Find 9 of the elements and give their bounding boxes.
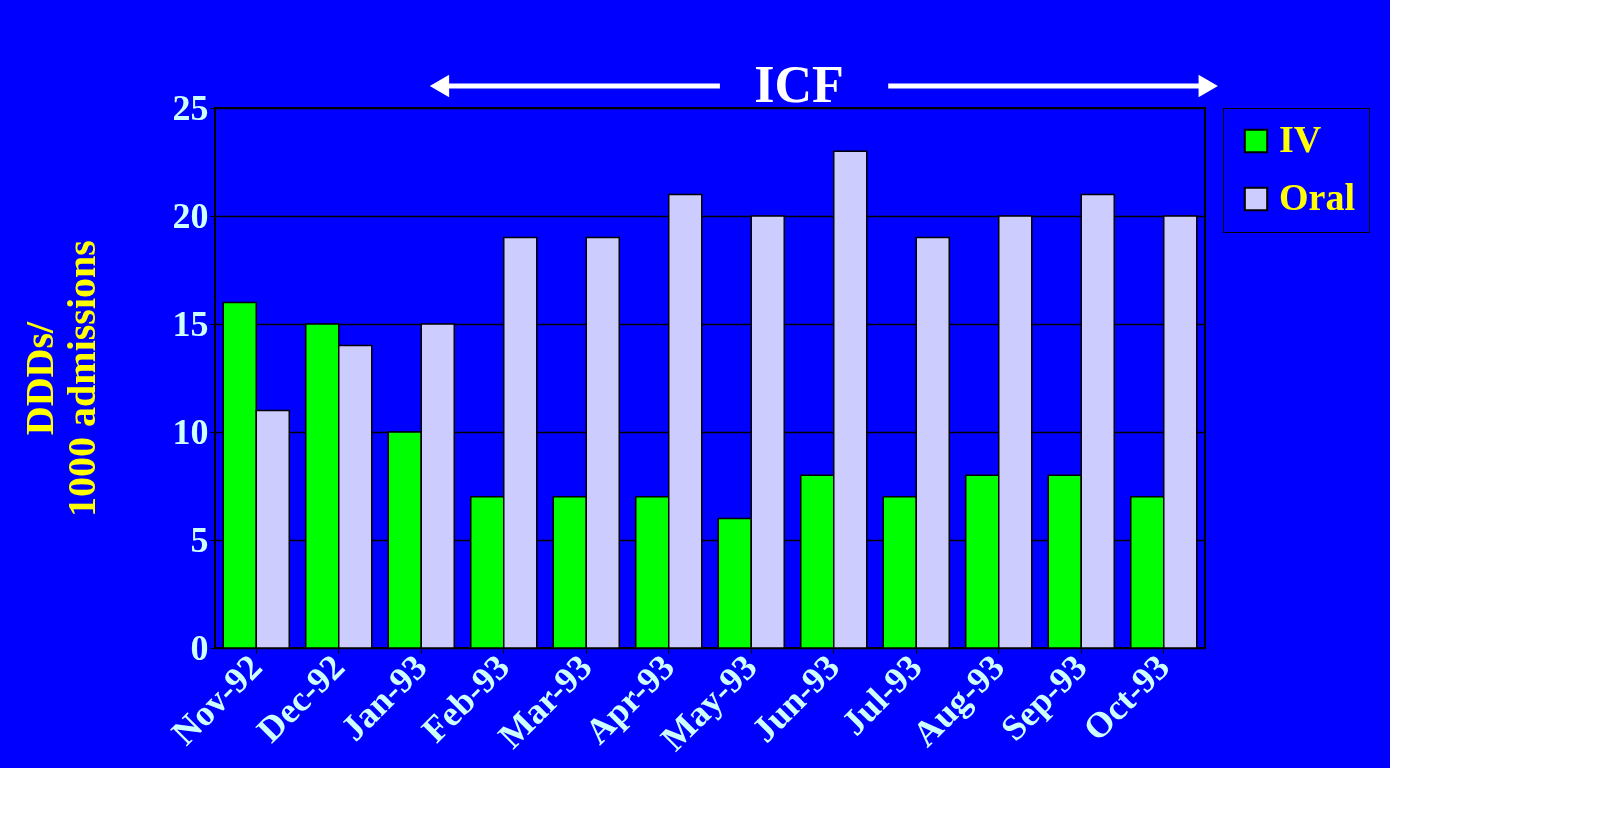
y-tick-label: 25 (172, 87, 209, 128)
y-tick-label: 5 (190, 519, 209, 560)
y-tick-label: 15 (172, 303, 209, 344)
chart-title: ICF (754, 56, 844, 113)
y-axis-title: DDDs/ 1000 admissions (16, 240, 104, 517)
legend-label: IV (1279, 118, 1322, 160)
y-tick-label: 20 (172, 195, 209, 236)
y-tick-label: 10 (172, 411, 209, 452)
legend-label: Oral (1279, 176, 1355, 218)
